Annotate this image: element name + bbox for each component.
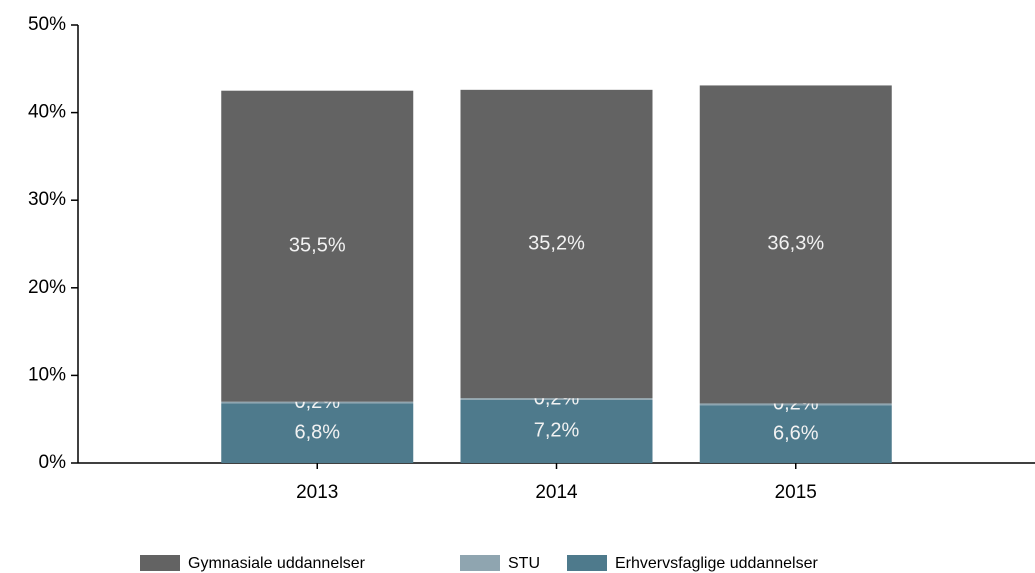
bar-segment	[221, 401, 414, 404]
value-label: 36,3%	[767, 233, 824, 255]
value-label: 7,2%	[534, 420, 580, 442]
bar-segment	[460, 89, 653, 399]
legend-swatch	[460, 555, 500, 571]
y-tick-label: 50%	[28, 14, 66, 35]
bar-segment	[699, 405, 892, 463]
bar-segment	[460, 398, 653, 400]
bar-segment	[699, 85, 892, 404]
value-label: 35,5%	[289, 234, 346, 256]
y-tick-label: 0%	[39, 452, 67, 473]
y-tick-label: 10%	[28, 364, 66, 385]
bar-segment	[221, 90, 414, 402]
x-tick-label: 2015	[775, 482, 817, 503]
bar-segment	[460, 399, 653, 463]
value-label: 35,2%	[528, 232, 585, 254]
bar-segment	[699, 403, 892, 406]
legend-swatch	[140, 555, 180, 571]
legend-swatch	[567, 555, 607, 571]
y-tick-label: 30%	[28, 189, 66, 210]
y-tick-label: 40%	[28, 102, 66, 123]
y-tick-label: 20%	[28, 277, 66, 298]
x-tick-label: 2014	[535, 482, 578, 503]
legend-label: STU	[508, 555, 540, 572]
bar-segment	[221, 403, 414, 463]
value-label: 6,8%	[294, 421, 340, 443]
value-label: 6,6%	[773, 422, 819, 444]
x-tick-label: 2013	[296, 482, 338, 503]
legend-label: Gymnasiale uddannelser	[188, 555, 366, 572]
legend-label: Erhvervsfaglige uddannelser	[615, 555, 818, 572]
